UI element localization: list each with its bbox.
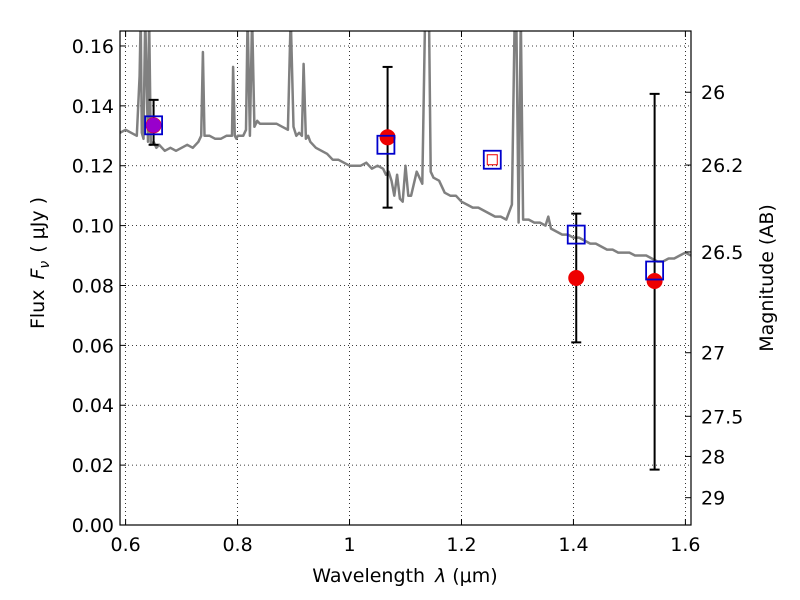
spectrum-layer [120,31,691,263]
y2-tick-label: 27 [701,343,725,365]
x-tick-label: 0.8 [222,534,252,556]
small-red-square [486,154,498,166]
model-square [376,134,396,155]
y2-tick-label: 26.5 [701,242,743,264]
observed-point [646,272,663,289]
model-square [482,149,502,170]
y-tick-label: 0.06 [72,335,114,357]
y2-tick-label: 28 [701,446,725,468]
y2-tick-label: 29 [701,488,725,510]
y2-tick-label: 26 [701,82,725,104]
y-tick-label: 0.12 [72,156,114,178]
y-tick-label: 0.10 [72,216,114,238]
y-tick-label: 0.14 [72,96,114,118]
label-layer: 0.6 0.8 1 1.2 1.4 1.6 0.00 0.02 0.04 0.06 0.08 0.10… [72,36,744,556]
y-tick-label: 0.04 [72,395,114,417]
plot-frame [119,30,692,526]
observed-point [379,129,396,146]
model-square [645,260,665,281]
observed-point [568,270,585,286]
marker-layer [144,115,665,289]
model-square [566,224,586,245]
x-tick-label: 1.4 [558,534,588,556]
model-square [144,115,163,136]
y2-tick-label: 27.5 [701,406,743,428]
y-tick-label: 0.00 [72,515,114,537]
y-axis-label: FluxFν( μJy ) [27,197,53,329]
y2-tick-label: 26.2 [701,155,743,177]
grid-layer [120,31,691,526]
x-axis-label: Wavelength λ (μm) [312,565,497,587]
x-tick-label: 1.6 [670,534,700,556]
x-tick-label: 0.6 [110,534,140,556]
y-tick-label: 0.16 [72,36,114,58]
errorbar-layer [148,65,660,471]
x-tick-label: 1 [343,534,355,556]
spectrum-line [120,31,691,263]
y-tick-label: 0.02 [72,455,114,477]
y-tick-label: 0.08 [72,275,114,297]
tick-layer [120,31,691,526]
x-tick-label: 1.2 [446,534,476,556]
highlight-point [146,117,162,133]
y2-axis-label: Magnitude (AB) [756,204,778,352]
